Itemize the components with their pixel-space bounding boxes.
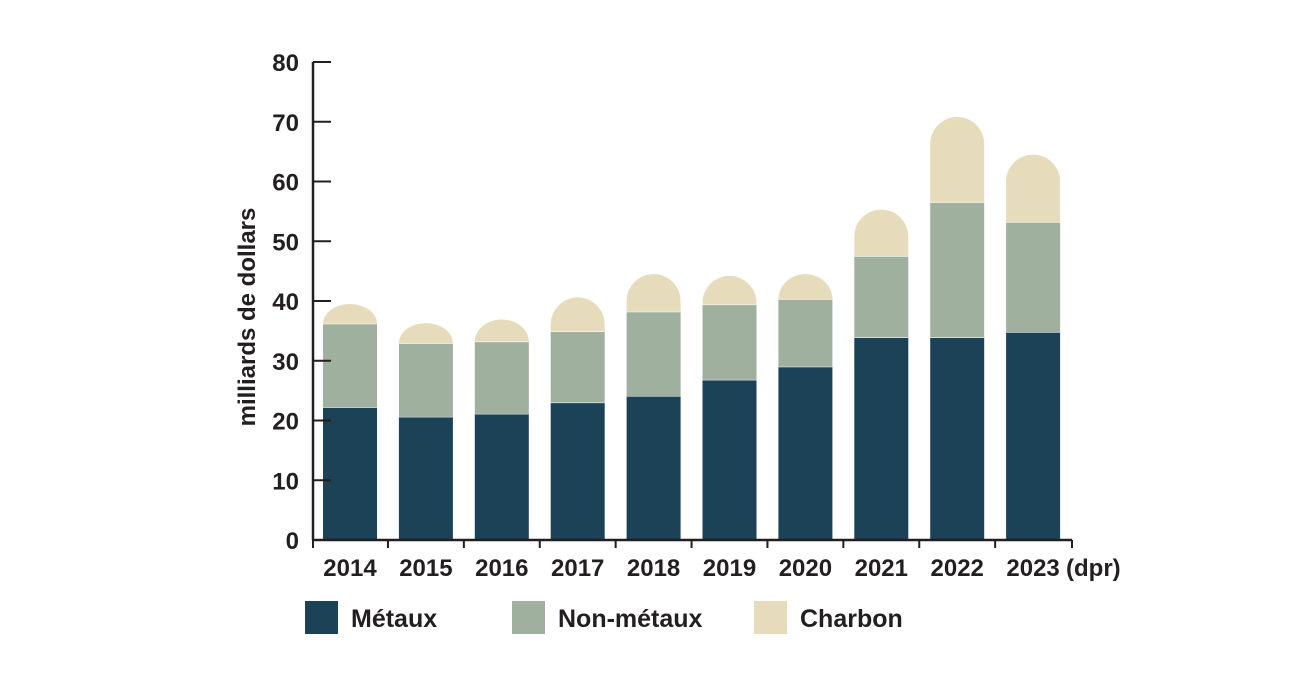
bar-m-taux-2017 xyxy=(550,402,605,540)
bar-charbon-2017 xyxy=(550,297,605,332)
x-tick-label: 2015 xyxy=(399,555,452,582)
bar-non-m-taux-2019 xyxy=(702,304,757,380)
bar-non-m-taux-2015 xyxy=(398,343,453,417)
legend-swatch-charbon xyxy=(754,601,787,634)
x-tick-label: 2019 xyxy=(703,555,756,582)
x-tick-label: 2021 xyxy=(855,555,908,582)
bar-m-taux-2015 xyxy=(398,416,453,540)
bar-non-m-taux-2023 xyxy=(1006,222,1061,333)
bar-m-taux-2023 xyxy=(1006,332,1061,540)
y-tick-label: 50 xyxy=(272,229,299,256)
legend-label: Métaux xyxy=(351,605,437,633)
x-tick-label: 2020 xyxy=(779,555,832,582)
legend-label: Non-métaux xyxy=(558,605,703,633)
legend-swatch-m-taux xyxy=(305,601,338,634)
x-tick-label: 2022 xyxy=(931,555,984,582)
bar-m-taux-2019 xyxy=(702,379,757,540)
bar-charbon-2014 xyxy=(323,303,377,324)
bar-non-m-taux-2017 xyxy=(550,331,605,403)
y-tick-label: 10 xyxy=(272,468,299,495)
bar-charbon-2018 xyxy=(626,274,681,312)
bar-charbon-2023 xyxy=(1006,154,1061,223)
bars-group xyxy=(323,116,1061,540)
bar-non-m-taux-2021 xyxy=(854,256,909,338)
bar-m-taux-2016 xyxy=(474,413,529,540)
bar-charbon-2020 xyxy=(778,274,833,300)
legend-label: Charbon xyxy=(800,605,903,633)
y-tick-label: 80 xyxy=(272,50,299,77)
x-tick-label: 2016 xyxy=(475,555,528,582)
x-tick-label: 2017 xyxy=(551,555,604,582)
bar-non-m-taux-2016 xyxy=(474,341,529,414)
x-tick-label: 2023 xyxy=(1006,555,1059,582)
x-tick-label: 2014 xyxy=(323,555,377,582)
bar-m-taux-2020 xyxy=(778,366,833,540)
bar-m-taux-2018 xyxy=(626,396,681,540)
y-tick-label: 30 xyxy=(272,349,299,376)
bar-non-m-taux-2022 xyxy=(930,202,985,338)
legend: Métaux Non-métaux Charbon xyxy=(305,601,903,634)
bar-non-m-taux-2014 xyxy=(323,323,377,408)
y-tick-label: 60 xyxy=(272,170,299,197)
bar-charbon-2022 xyxy=(930,116,985,203)
bar-charbon-2019 xyxy=(702,275,757,305)
y-tick-label: 70 xyxy=(272,110,299,137)
y-tick-label: 40 xyxy=(272,289,299,316)
y-tick-label: 20 xyxy=(272,409,299,436)
bar-charbon-2015 xyxy=(398,323,453,344)
y-tick-label: 0 xyxy=(286,528,299,555)
bar-charbon-2021 xyxy=(854,209,909,257)
bar-non-m-taux-2020 xyxy=(778,299,833,367)
bar-m-taux-2021 xyxy=(854,337,909,540)
bar-m-taux-2022 xyxy=(930,337,985,540)
x-axis-suffix: (dpr) xyxy=(1066,555,1121,582)
x-labels-group: 2014 2015 2016 2017 2018 2019 2020 2021 2022 2023 xyxy=(323,555,1059,582)
legend-swatch-non-m-taux xyxy=(512,601,545,634)
x-tick-label: 2018 xyxy=(627,555,680,582)
bar-m-taux-2014 xyxy=(323,407,377,540)
y-ticks-group: 0 10 20 30 40 50 60 70 80 xyxy=(272,50,331,555)
bar-non-m-taux-2018 xyxy=(626,311,681,397)
y-axis-title: milliards de dollars xyxy=(234,208,261,427)
bar-charbon-2016 xyxy=(474,319,529,342)
